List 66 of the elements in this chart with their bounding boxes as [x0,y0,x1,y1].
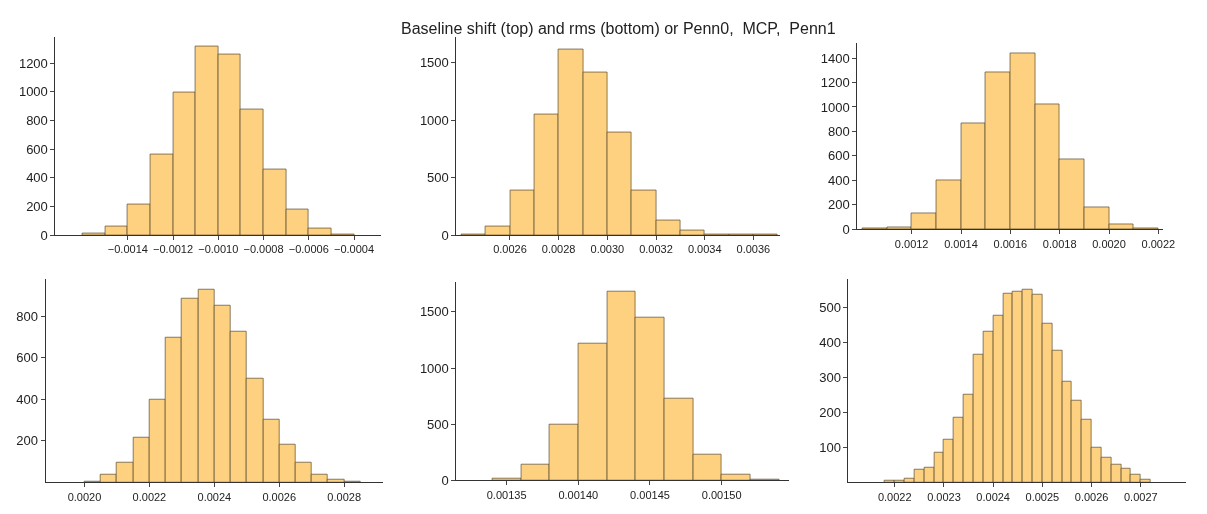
y-tick-label: 1000 [419,360,449,376]
y-tick-label: 400 [26,170,48,186]
y-tick-label: 800 [26,113,48,129]
x-tick-label: 0.0024 [197,490,232,503]
x-tick-label: 0.0032 [639,243,673,256]
x-tick-label: 0.0022 [132,490,167,503]
y-tick-label: 100 [819,439,841,455]
x-tick-label: −0.0010 [198,243,239,256]
y-tick-label: 1200 [820,75,850,91]
x-tick-label: 0.0026 [493,243,527,256]
x-tick-label: 0.0034 [687,243,722,256]
y-tick-label: 0 [441,472,449,488]
y-tick-label: 800 [16,308,38,324]
x-tick-label: 0.0026 [1074,490,1109,503]
y-tick-label: 1000 [419,112,449,128]
x-tick-label: 0.0025 [1025,490,1060,503]
x-tick-label: 0.0036 [736,243,771,256]
y-tick-label: 1500 [419,55,449,71]
y-tick-label: 1500 [419,304,449,320]
x-tick-label: 0.00140 [558,488,599,501]
x-tick-label: 0.0026 [262,490,297,503]
x-tick-label: 0.0022 [877,490,912,503]
x-tick-label: −0.0006 [288,243,329,256]
y-tick-label: 300 [819,369,841,385]
y-tick-label: 600 [16,350,38,366]
x-tick-label: −0.0014 [107,243,148,256]
x-tick-label: 0.0030 [590,243,625,256]
x-tick-label: 0.0012 [894,237,929,250]
y-tick-label: 200 [16,433,38,449]
x-tick-label: 0.0020 [1092,237,1126,250]
y-tick-label: 1400 [820,50,850,66]
y-tick-label: 400 [16,391,38,407]
y-tick-label: 600 [26,141,48,157]
y-tick-label: 1000 [820,99,850,115]
x-tick-label: 0.0023 [927,490,961,503]
x-tick-label: 0.0020 [67,490,102,503]
x-tick-label: 0.00145 [630,488,670,501]
x-tick-label: 0.0018 [1042,237,1077,250]
y-tick-label: 200 [819,404,841,420]
y-tick-label: 0 [441,227,449,243]
y-tick-label: 0 [842,221,850,237]
y-tick-label: 500 [819,299,841,315]
y-tick-label: 1000 [18,84,48,100]
x-tick-label: 0.00135 [486,488,527,501]
x-tick-label: 0.00150 [701,488,742,501]
y-tick-label: 400 [828,172,850,188]
x-tick-label: 0.0022 [1141,237,1176,250]
x-tick-label: 0.0028 [541,243,576,256]
y-tick-label: 200 [828,197,850,213]
y-tick-label: 600 [828,148,850,164]
y-tick-label: 500 [427,170,449,186]
x-tick-label: 0.0028 [327,490,362,503]
y-tick-label: 0 [40,227,48,243]
y-tick-label: 200 [26,199,48,215]
y-tick-label: 500 [427,416,449,432]
x-tick-label: 0.0027 [1123,490,1158,503]
chart-title: Baseline shift (top) and rms (bottom) or Penn0, MCP, Penn1 [401,20,836,37]
x-tick-label: −0.0004 [333,243,375,256]
y-tick-label: 1200 [18,55,48,71]
x-tick-label: 0.0024 [976,490,1010,503]
y-tick-label: 800 [828,124,850,139]
y-tick-label: 400 [819,334,841,350]
x-tick-label: −0.0012 [153,243,194,256]
x-tick-label: 0.0014 [944,237,978,250]
x-tick-label: 0.0016 [993,237,1028,250]
x-tick-label: −0.0008 [243,243,284,256]
